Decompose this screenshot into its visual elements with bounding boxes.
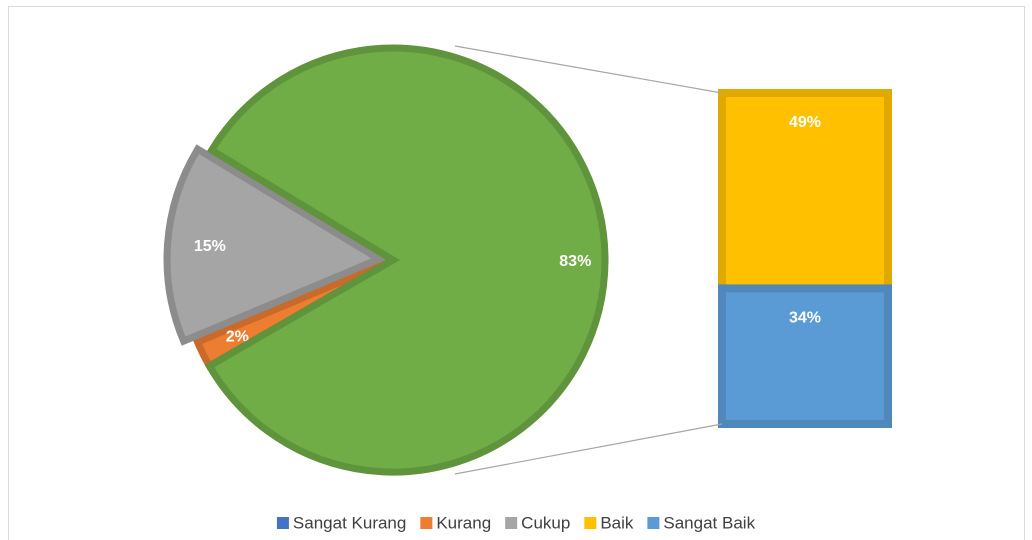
legend-label: Sangat Kurang bbox=[293, 513, 406, 532]
legend: Sangat Kurang Kurang Cukup Baik Sangat Baik bbox=[276, 513, 756, 532]
pie-slice bbox=[163, 144, 387, 346]
connector-line bbox=[454, 423, 723, 475]
legend-label: Sangat Baik bbox=[663, 513, 755, 532]
legend-swatch bbox=[584, 517, 597, 529]
legend-swatch bbox=[276, 517, 289, 529]
data-label: 2% bbox=[226, 329, 249, 346]
data-label: 83% bbox=[559, 253, 591, 270]
legend-label: Kurang bbox=[436, 513, 491, 532]
legend-swatch bbox=[420, 517, 433, 529]
legend-label: Baik bbox=[600, 513, 634, 532]
data-label: 34% bbox=[789, 310, 821, 327]
legend-swatch bbox=[647, 517, 660, 529]
chart-frame bbox=[8, 6, 1025, 540]
data-label: 15% bbox=[194, 238, 226, 255]
legend-swatch bbox=[505, 517, 518, 529]
connector-line bbox=[454, 45, 723, 94]
legend-label: Cukup bbox=[521, 513, 570, 532]
pie-slice bbox=[204, 44, 609, 476]
bar-segment bbox=[718, 89, 892, 293]
data-label: 49% bbox=[789, 114, 821, 131]
bar-segment bbox=[718, 284, 892, 428]
